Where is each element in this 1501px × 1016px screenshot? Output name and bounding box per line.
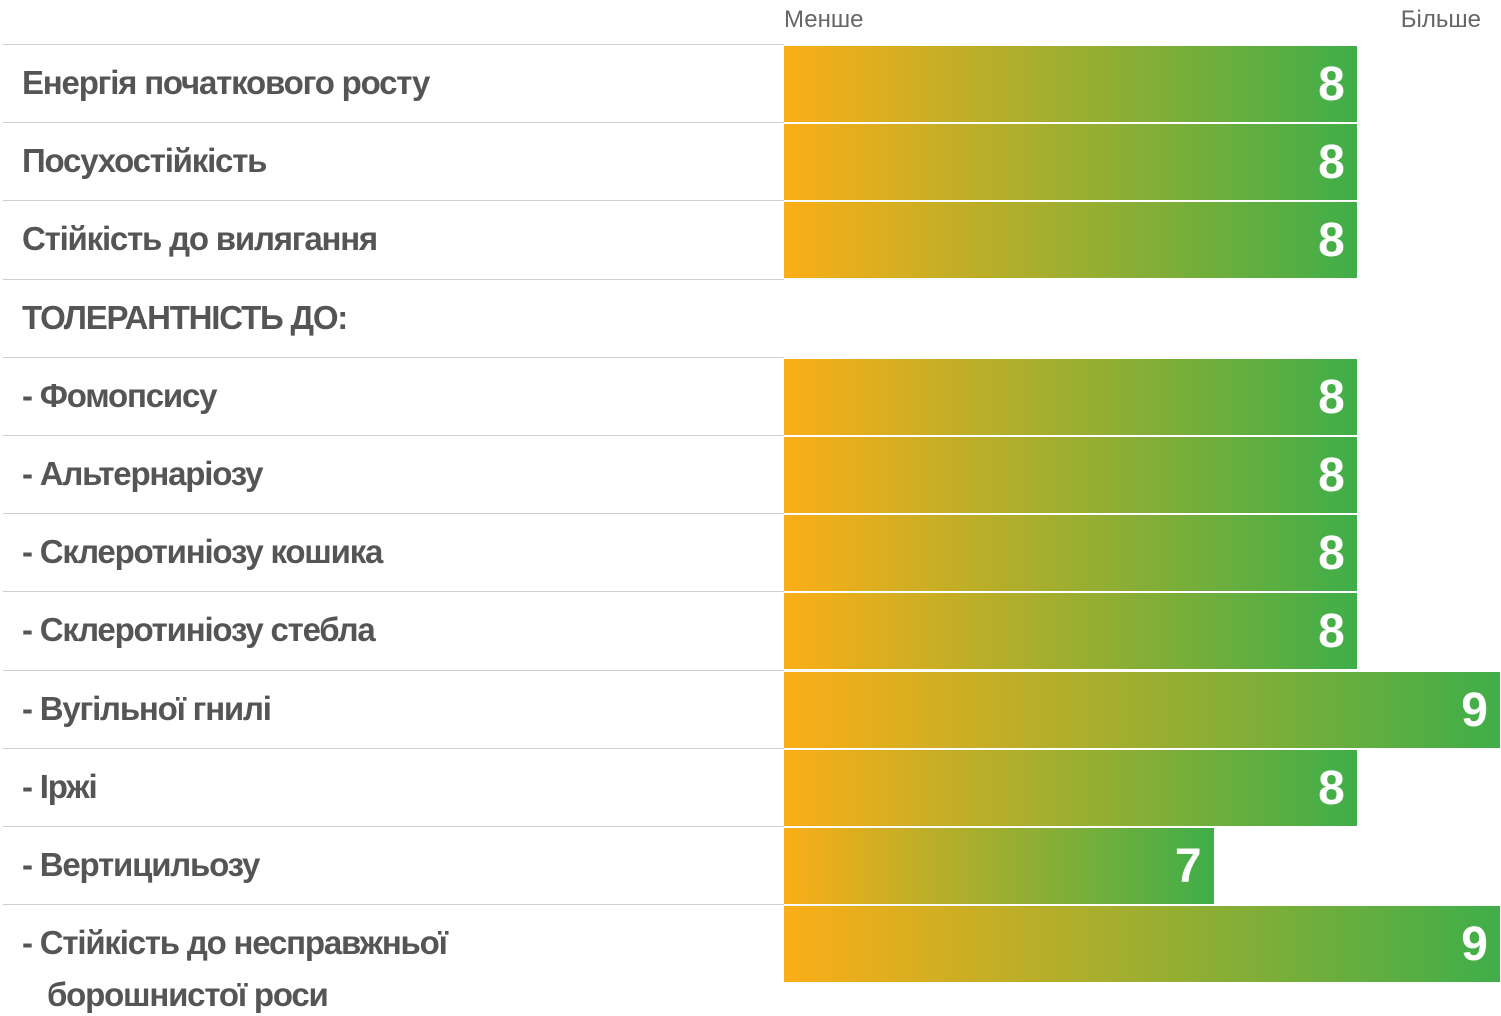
bar: 8 [784, 515, 1357, 592]
row-label: Посухостійкість [22, 142, 267, 180]
row-label: - Вертицильозу [22, 846, 260, 883]
row-divider [3, 122, 784, 124]
value-label: 8 [1318, 214, 1345, 268]
row-divider [3, 826, 784, 827]
value-label: 8 [1318, 58, 1345, 111]
bar: 8 [784, 358, 1357, 435]
value-label: 9 [1461, 683, 1488, 737]
bar: 8 [784, 593, 1357, 670]
value-label: 7 [1174, 840, 1202, 893]
bar: 9 [784, 671, 1500, 748]
value-label: 8 [1318, 527, 1345, 581]
row-divider [3, 904, 784, 906]
axis-max-label: Більше [1400, 6, 1481, 33]
row-divider [3, 200, 784, 202]
bar: 7 [784, 828, 1214, 904]
bar: 8 [784, 124, 1357, 201]
axis-min-label: Менше [784, 6, 864, 33]
value-label: 9 [1461, 918, 1488, 972]
row-label: - Фомопсису [22, 376, 217, 414]
row-divider [3, 44, 784, 45]
bar: 8 [784, 749, 1357, 826]
bar: 8 [784, 46, 1357, 122]
row-divider [3, 356, 784, 358]
row-label: Стійкість до вилягання [22, 220, 378, 258]
value-label: 8 [1318, 449, 1345, 502]
row-label: - Склеротиніозу стебла [22, 611, 376, 649]
value-label: 8 [1318, 605, 1345, 659]
value-label: 8 [1318, 761, 1345, 815]
bar: 8 [784, 202, 1357, 279]
bar: 9 [784, 906, 1500, 983]
row-label: - Склеротиніозу кошика [22, 533, 383, 571]
row-divider [3, 435, 784, 436]
value-label: 8 [1318, 370, 1345, 424]
value-label: 8 [1318, 136, 1345, 190]
bar: 8 [784, 437, 1357, 513]
row-label: Енергія початкового росту [22, 64, 430, 101]
row-label: - Вугільної гнилі [22, 689, 272, 727]
row-label: - Стійкість до несправжньої борошнистої … [22, 924, 448, 1014]
row-divider [3, 278, 784, 280]
row-divider [3, 513, 784, 515]
row-divider [3, 747, 784, 749]
row-label: - Альтернаріозу [22, 455, 263, 492]
row-divider [3, 669, 784, 671]
row-divider [3, 591, 784, 593]
row-label: ТОЛЕРАНТНІСТЬ ДО: [22, 298, 348, 336]
row-label: - Іржі [22, 767, 98, 805]
